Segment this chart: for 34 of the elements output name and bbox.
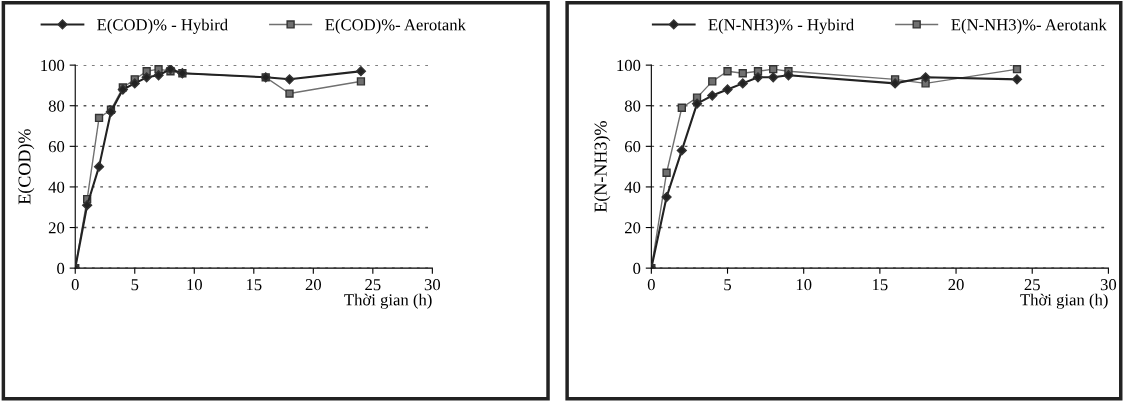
y-tick-label: 80: [624, 100, 641, 112]
x-tick-label: 0: [71, 279, 79, 291]
x-tick-label: 20: [948, 279, 964, 291]
y-axis-title: E(N-NH3)%: [593, 121, 611, 213]
y-tick-label: 40: [624, 181, 641, 193]
x-tick-label: 15: [246, 279, 262, 291]
legend-label: E(COD)%- Aerotank: [325, 18, 466, 34]
y-tick-label: 0: [57, 262, 65, 275]
x-tick-label: 20: [305, 279, 322, 291]
x-tick-label: 30: [424, 279, 441, 291]
y-tick-label: 60: [624, 141, 641, 153]
y-tick-label: 80: [48, 100, 65, 112]
x-tick-label: 10: [796, 279, 812, 291]
y-tick-label: 20: [48, 222, 65, 234]
x-tick-label: 30: [1100, 279, 1117, 291]
y-tick-label: 40: [48, 181, 65, 193]
legend-label: E(COD)% - Hybird: [97, 18, 228, 34]
y-tick-label: 100: [617, 59, 641, 72]
x-axis-title: Thời gian (h): [344, 293, 432, 309]
x-tick-label: 25: [1024, 279, 1040, 291]
y-tick-label: 0: [633, 262, 641, 275]
y-tick-label: 100: [41, 59, 65, 72]
x-tick-label: 5: [131, 279, 139, 291]
x-axis-title: Thời gian (h): [1020, 293, 1108, 309]
legend-label: E(N-NH3)%- Aerotank: [951, 18, 1107, 34]
x-tick-label: 15: [873, 279, 888, 291]
x-tick-label: 0: [647, 279, 655, 291]
legend-label: E(N-NH3)% - Hybird: [708, 18, 854, 34]
y-tick-label: 20: [624, 222, 641, 234]
x-tick-label: 5: [724, 279, 732, 291]
x-tick-label: 10: [187, 279, 202, 291]
y-axis-title: E(COD)%: [17, 129, 35, 205]
x-tick-label: 25: [365, 279, 381, 291]
y-tick-label: 60: [48, 141, 65, 153]
